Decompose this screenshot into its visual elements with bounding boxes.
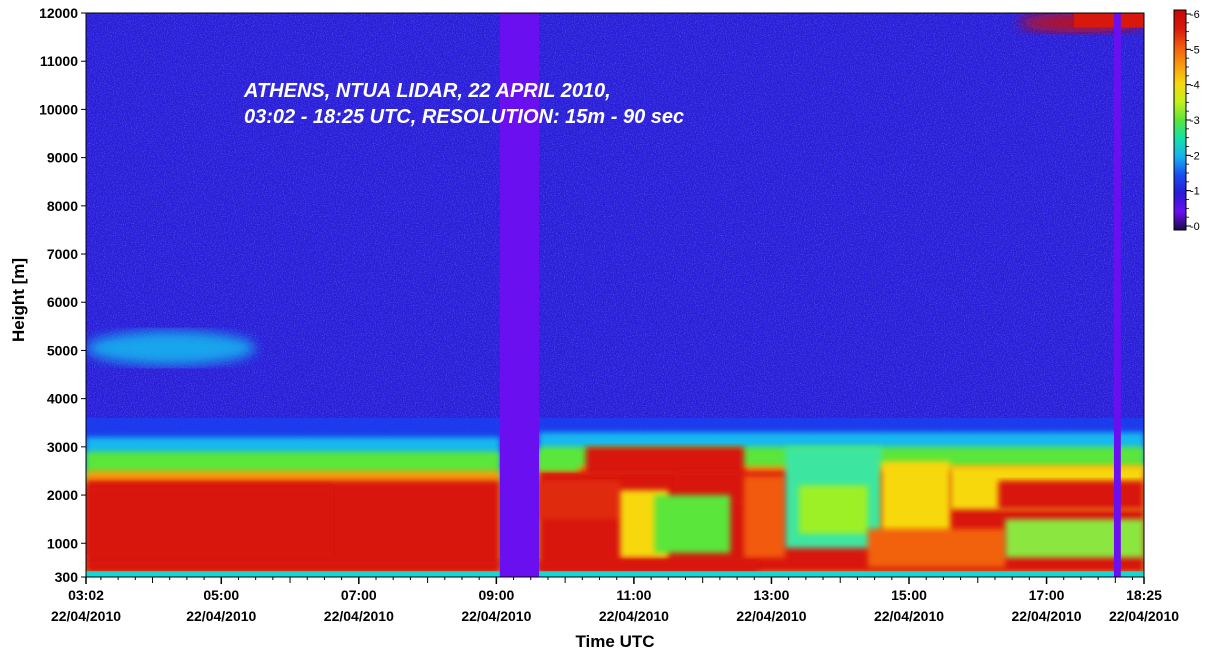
y-tick-label: 10000: [39, 101, 78, 117]
x-tick-time: 05:00: [203, 587, 239, 603]
colorbar-tick-label: -6: [1190, 9, 1200, 21]
y-tick-label: 3000: [47, 439, 78, 455]
colorbar-tick-label: -1: [1190, 186, 1200, 198]
y-tick-label: 4000: [47, 391, 78, 407]
title-line-2: 03:02 - 18:25 UTC, RESOLUTION: 15m - 90 …: [244, 106, 684, 128]
x-tick-time: 03:02: [68, 587, 104, 603]
afternoon-green: [798, 485, 868, 534]
y-tick-label: 1000: [47, 535, 78, 551]
y-tick-label: 6000: [47, 294, 78, 310]
x-tick-date: 22/04/2010: [599, 608, 669, 624]
x-axis: 03:02 22/04/2010 05:00 22/04/2010 07:00 22/04…: [51, 577, 1179, 624]
evening-red: [998, 480, 1144, 510]
colorbar-tick-label: -2: [1190, 150, 1200, 162]
x-tick-time: 07:00: [341, 587, 377, 603]
y-tick-label: 2000: [47, 487, 78, 503]
title-line-1: ATHENS, NTUA LIDAR, 22 APRIL 2010,: [243, 80, 611, 102]
colorbar-gradient: [1173, 9, 1187, 231]
y-axis-title: Height [m]: [9, 258, 28, 342]
x-tick-date: 22/04/2010: [874, 608, 944, 624]
x-tick-time: 17:00: [1029, 587, 1065, 603]
colorbar: -0 -1 -2 -3 -4 -5 -6: [1173, 9, 1200, 233]
x-tick-time: 15:00: [891, 587, 927, 603]
afternoon-low-orange: [867, 528, 1006, 568]
plot-title: ATHENS, NTUA LIDAR, 22 APRIL 2010, 03:02…: [243, 80, 684, 128]
x-tick-date: 22/04/2010: [186, 608, 256, 624]
y-tick-label: 9000: [47, 150, 78, 166]
data-gap-2: [1113, 13, 1121, 577]
surface-overlap-band: [86, 571, 1144, 577]
y-tick-label: 5000: [47, 342, 78, 358]
y-tick-label: 7000: [47, 246, 78, 262]
x-tick-time: 09:00: [478, 587, 514, 603]
noon-green: [539, 451, 579, 471]
morning-surface-dense: [86, 560, 500, 574]
x-tick-date: 22/04/2010: [1109, 608, 1179, 624]
x-tick-date: 22/04/2010: [461, 608, 531, 624]
x-tick-date: 22/04/2010: [324, 608, 394, 624]
colorbar-tick-label: -0: [1190, 221, 1200, 233]
morning-core-dense: [86, 485, 332, 558]
x-tick-date: 22/04/2010: [51, 608, 121, 624]
data-gap-1: [499, 13, 540, 577]
y-tick-label: 300: [55, 569, 79, 585]
y-axis: 300 1000 2000 3000 4000 5000 6000 7000 8000 9000 1…: [39, 5, 87, 585]
x-tick-time: 18:25: [1126, 587, 1162, 603]
noon-green-column: [654, 495, 731, 553]
x-axis-title: Time UTC: [575, 632, 654, 651]
x-tick-time: 13:00: [754, 587, 790, 603]
y-tick-label: 11000: [40, 53, 78, 69]
colorbar-tick-label: -3: [1190, 115, 1200, 127]
colorbar-tick-label: -4: [1190, 80, 1200, 92]
evening-green: [1005, 519, 1144, 558]
colorbar-tick-label: -5: [1190, 44, 1200, 56]
noon-red: [539, 480, 621, 520]
noon-surface-dense: [539, 560, 758, 574]
x-tick-date: 22/04/2010: [1012, 608, 1082, 624]
x-tick-time: 11:00: [616, 587, 651, 603]
cirrus-dense: [1074, 13, 1144, 28]
y-tick-label: 12000: [39, 5, 78, 21]
y-tick-label: 8000: [47, 198, 78, 214]
afternoon-orange: [743, 475, 786, 558]
x-tick-date: 22/04/2010: [736, 608, 806, 624]
upper-aerosol: [86, 331, 256, 365]
plot-area: [86, 13, 1144, 577]
